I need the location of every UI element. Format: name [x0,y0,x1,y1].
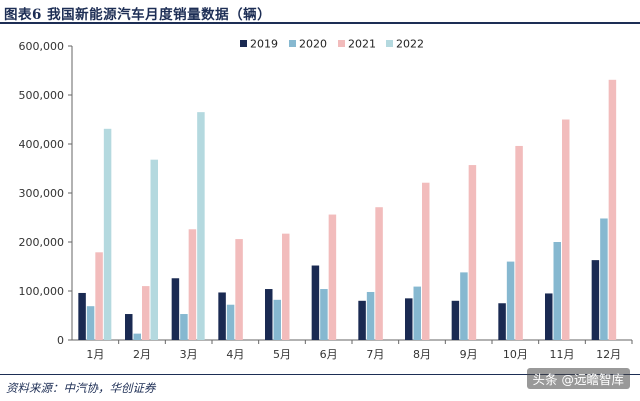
bar-2020-9 [460,272,468,340]
bar-2019-11 [545,293,553,340]
bar-2019-8 [405,298,413,340]
x-tick-label: 1月 [86,348,104,361]
bar-2021-3 [188,229,197,340]
bar-2019-3 [171,278,180,340]
legend-swatch-2020 [289,40,296,47]
bar-2021-10 [515,145,523,340]
x-tick-label: 6月 [320,348,338,361]
x-tick-label: 9月 [460,348,478,361]
bar-2019-6 [311,265,320,340]
y-tick-label: 100,000 [19,285,65,298]
x-tick-label: 3月 [180,348,198,361]
legend-label-2019: 2019 [250,38,278,51]
bar-2020-5 [273,299,281,340]
bar-2020-3 [180,314,188,340]
bar-2022-2 [150,159,158,340]
legend-label-2022: 2022 [396,38,424,51]
bar-2020-8 [413,286,421,340]
y-tick-label: 600,000 [19,40,65,53]
bar-2020-7 [366,291,375,340]
bar-2019-7 [358,300,366,340]
header-rule [0,22,640,24]
bar-2021-5 [282,233,290,340]
x-tick-label: 4月 [226,348,244,361]
bar-2020-10 [506,261,515,340]
bar-2020-6 [320,289,328,340]
legend-swatch-2021 [338,40,345,47]
bar-2019-4 [218,292,226,340]
bar-2022-3 [197,112,205,341]
x-tick-label: 12月 [596,348,621,361]
bar-2019-5 [265,289,273,340]
bar-2020-12 [600,218,608,340]
x-tick-label: 5月 [273,348,291,361]
y-tick-label: 500,000 [19,89,65,102]
bar-2020-4 [226,304,235,340]
bar-2019-2 [125,314,133,340]
bar-2021-9 [468,165,477,340]
bar-2021-2 [142,286,150,340]
bar-2021-4 [235,239,243,340]
bar-2019-12 [591,260,600,340]
watermark: 头条 @远瞻智库 [526,368,630,389]
x-tick-label: 8月 [413,348,431,361]
bar-2020-1 [86,306,95,340]
y-tick-label: 400,000 [19,138,65,151]
bar-2021-11 [562,119,570,340]
bar-2019-10 [498,303,506,340]
legend-label-2020: 2020 [299,38,327,51]
bar-2021-12 [608,79,617,340]
footer-rule [0,374,640,375]
bar-2021-1 [95,252,103,340]
bar-2019-9 [451,300,460,340]
bar-chart: 0 100,000 200,000 300,000 400,000 500,000 600,… [19,38,633,361]
legend-swatch-2022 [386,40,393,47]
y-tick-label: 200,000 [19,236,65,249]
chart-title: 图表6 我国新能源汽车月度销量数据（辆） [4,7,272,23]
legend-label-2021: 2021 [348,38,376,51]
x-tick-label: 2月 [133,348,151,361]
bar-2022-1 [103,128,112,340]
y-tick-label: 300,000 [19,187,65,200]
x-tick-label: 11月 [550,348,575,361]
bar-2019-1 [78,292,86,340]
y-tick-label: 0 [57,334,64,347]
x-tick-label: 10月 [503,348,528,361]
bar-2021-6 [328,214,337,340]
bar-2021-7 [375,207,383,340]
legend-swatch-2019 [240,40,247,47]
bar-2020-2 [133,333,141,340]
bar-2020-11 [553,242,561,340]
bar-2021-8 [422,182,430,340]
source-note: 资料来源：中汽协，华创证券 [6,381,156,395]
x-tick-label: 7月 [366,348,384,361]
